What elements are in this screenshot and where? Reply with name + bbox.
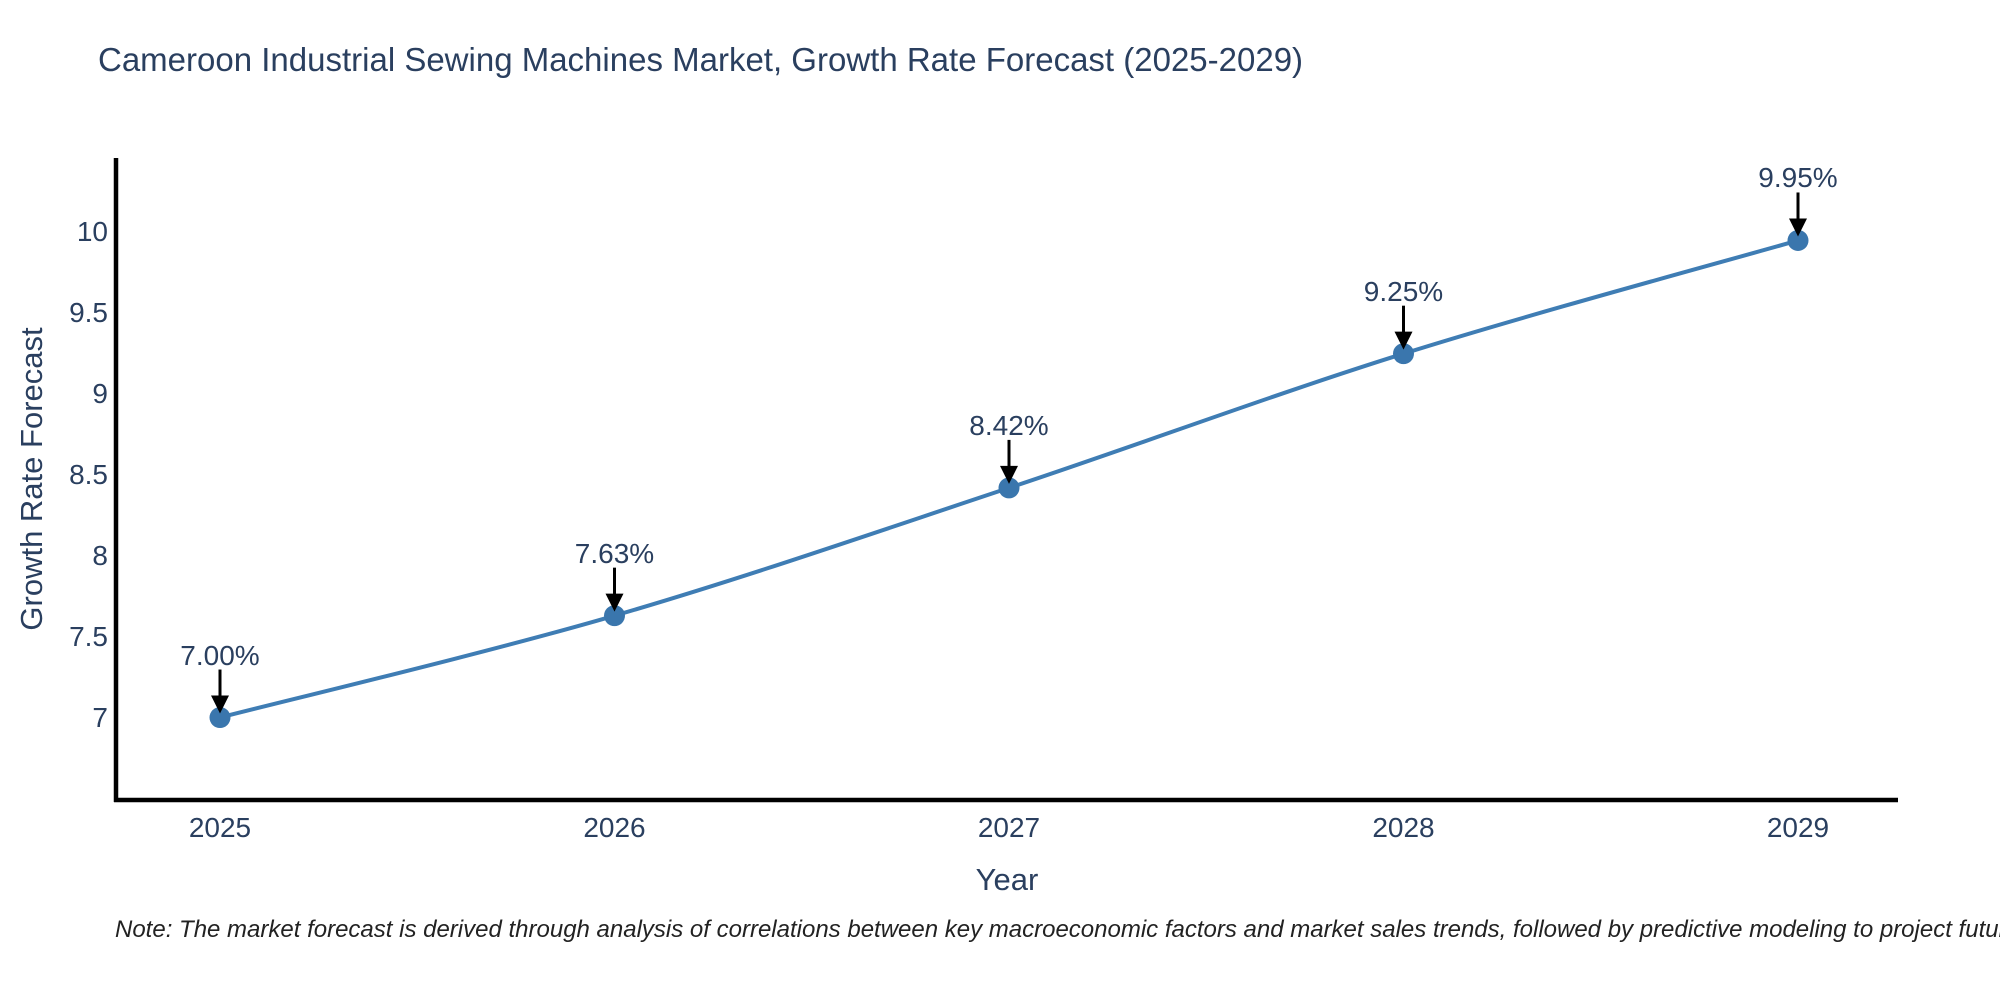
- point-value-label: 7.00%: [180, 639, 260, 671]
- annotation-arrow-head: [1394, 331, 1413, 350]
- chart-title: Cameroon Industrial Sewing Machines Mark…: [98, 41, 1304, 78]
- x-tick-label: 2028: [1372, 812, 1435, 843]
- annotation-arrow-head: [605, 593, 624, 612]
- data-point-marker: [209, 707, 231, 729]
- data-point-marker: [1787, 229, 1809, 251]
- x-tick-label: 2026: [583, 812, 646, 843]
- y-tick-label: 8.5: [69, 458, 108, 490]
- x-axis-title: Year: [975, 862, 1039, 897]
- annotation-arrow-head: [1000, 465, 1018, 484]
- annotation-arrow-head: [1789, 218, 1807, 237]
- annotation-arrow-head: [211, 695, 229, 714]
- data-point-marker: [1393, 343, 1414, 365]
- y-tick-label: 8: [92, 539, 108, 571]
- data-point-marker: [998, 477, 1020, 499]
- x-tick-label: 2025: [188, 812, 252, 843]
- y-tick-label: 7: [92, 701, 108, 733]
- footnote: Note: The market forecast is derived thr…: [115, 916, 2000, 943]
- point-value-label: 9.25%: [1363, 275, 1444, 307]
- y-tick-label: 7.5: [69, 620, 108, 652]
- point-value-label: 9.95%: [1758, 162, 1838, 194]
- x-tick-label: 2029: [1766, 812, 1830, 843]
- y-tick-label: 10: [76, 216, 108, 248]
- data-point-marker: [604, 605, 625, 627]
- y-tick-label: 9: [92, 378, 108, 410]
- point-value-label: 8.42%: [969, 409, 1049, 441]
- y-tick-label: 9.5: [69, 297, 108, 329]
- point-value-label: 7.63%: [574, 537, 655, 569]
- x-tick-label: 2027: [977, 812, 1041, 843]
